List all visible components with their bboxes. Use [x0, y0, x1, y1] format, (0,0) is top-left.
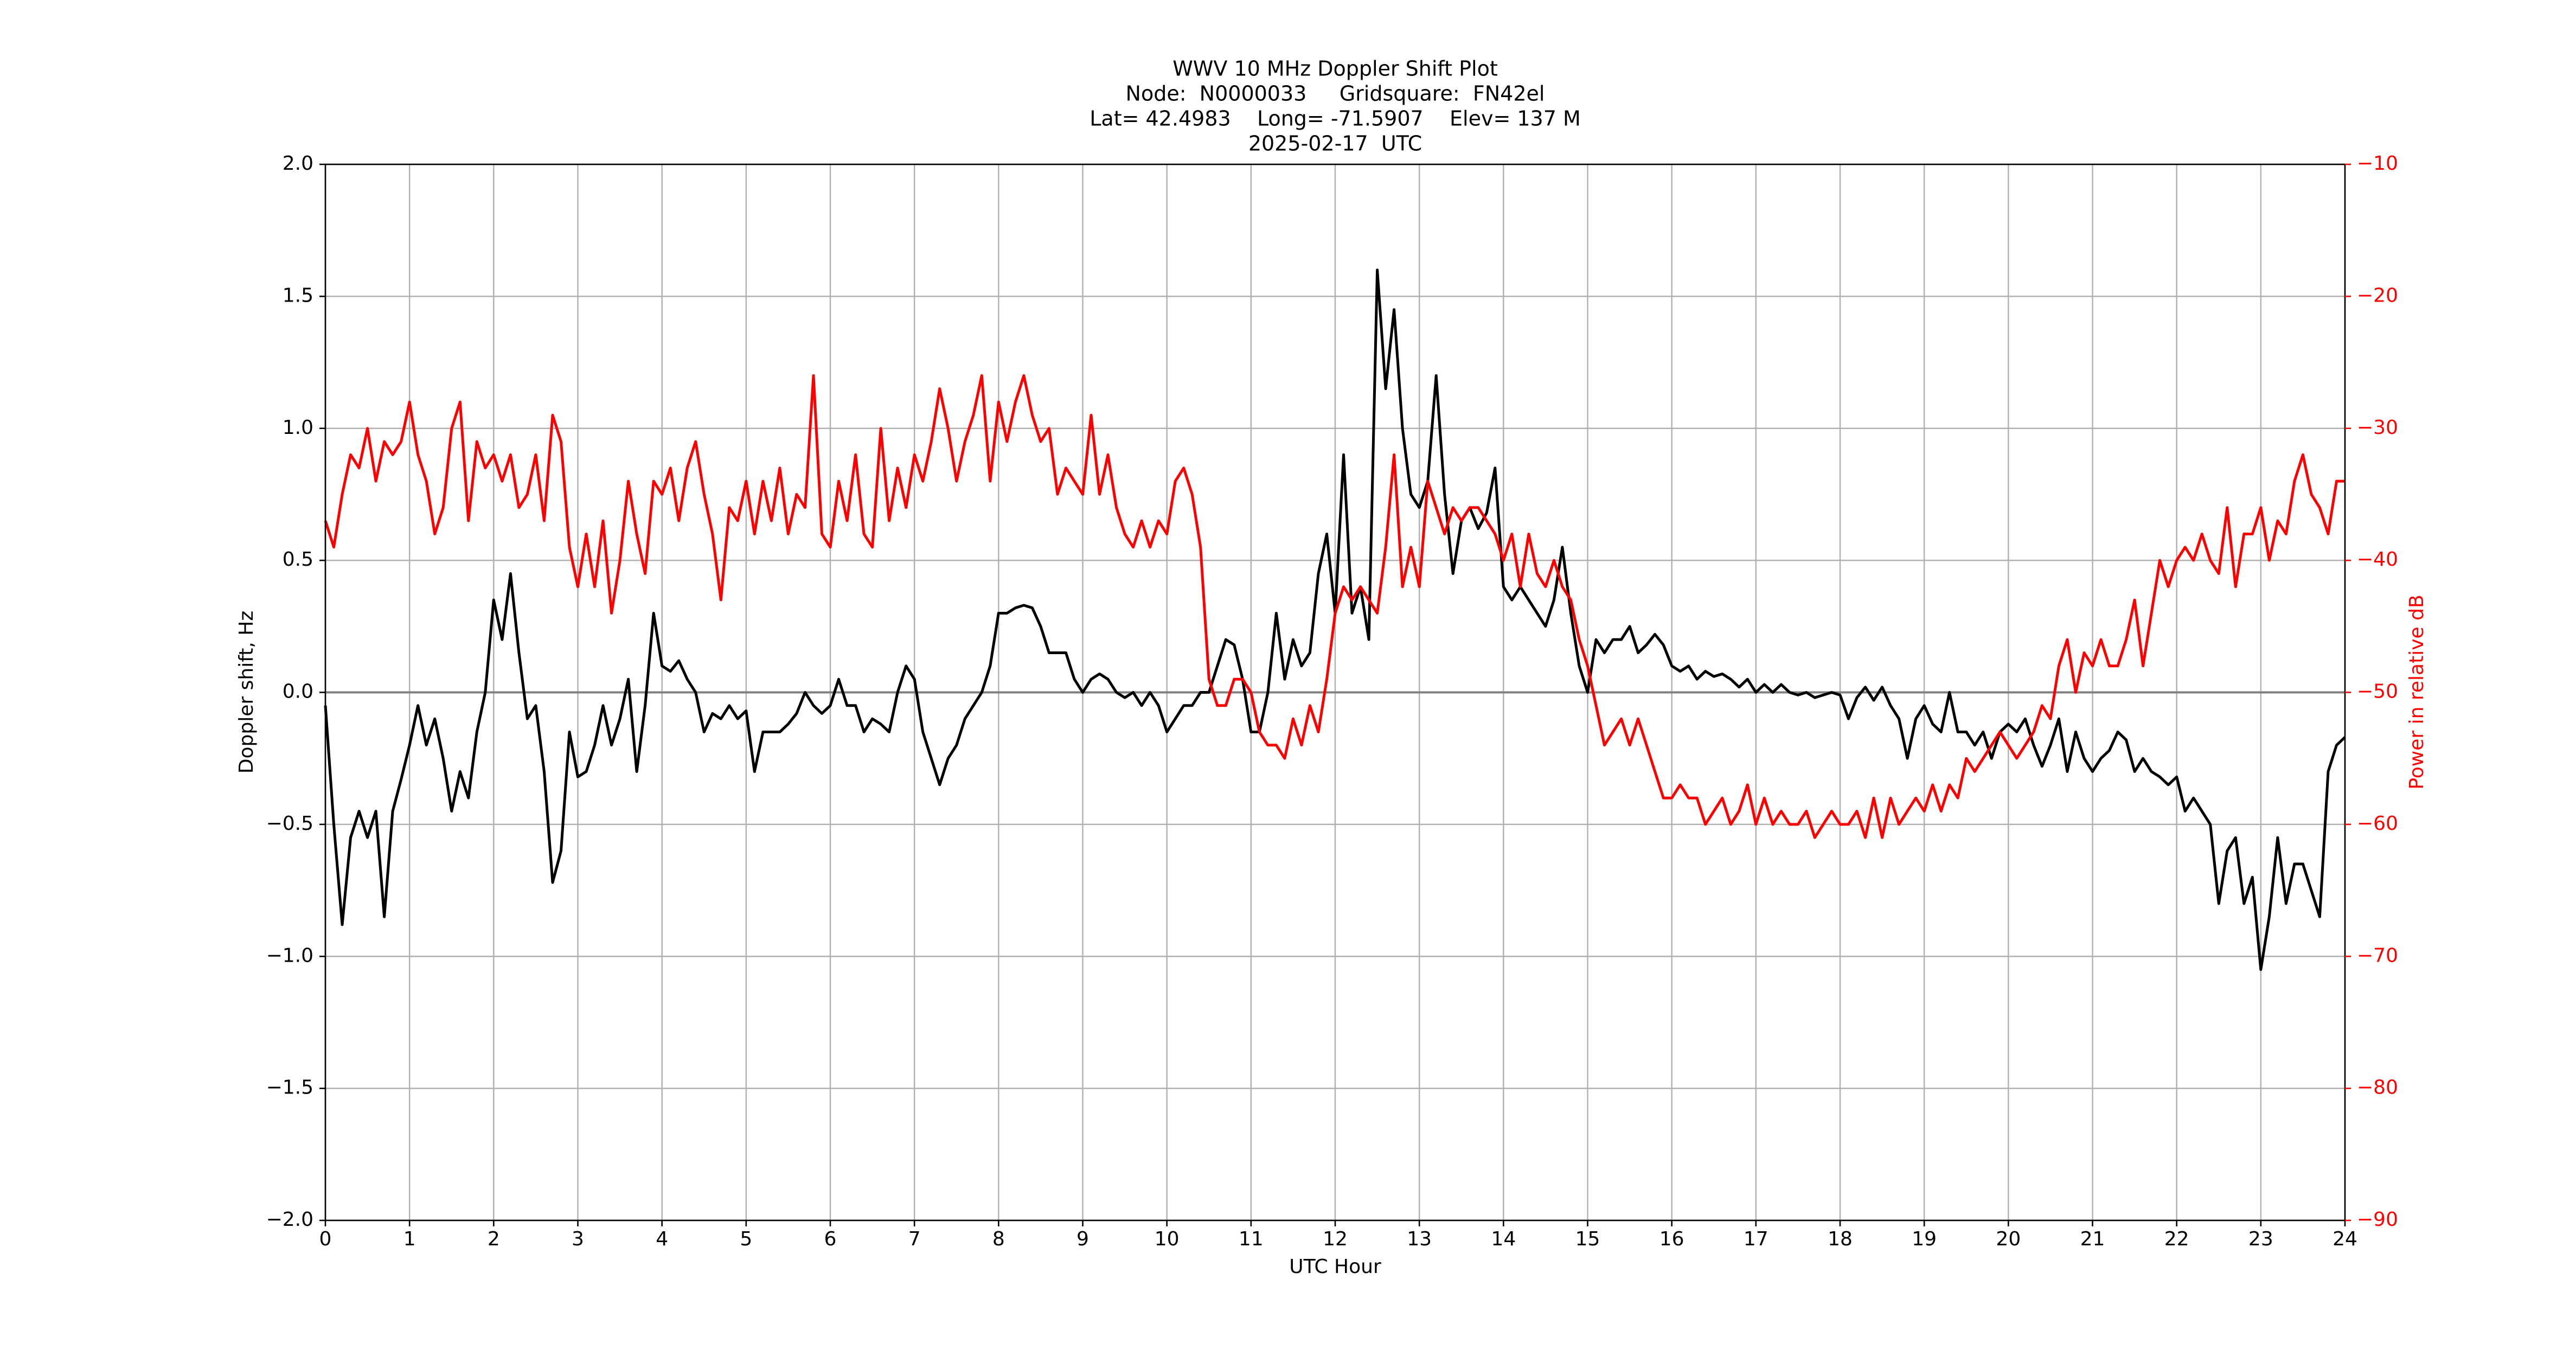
- chart-subtitle: 2025-02-17 UTC: [1248, 132, 1422, 156]
- y2-tick-label: −70: [2357, 944, 2398, 967]
- x-tick-label: 10: [1155, 1228, 1180, 1250]
- x-tick-label: 9: [1076, 1228, 1089, 1250]
- chart-title: WWV 10 MHz Doppler Shift Plot: [1172, 57, 1498, 81]
- x-tick-label: 13: [1407, 1228, 1432, 1250]
- x-tick-label: 5: [740, 1228, 752, 1250]
- x-tick-label: 2: [488, 1228, 500, 1250]
- x-tick-label: 23: [2248, 1228, 2273, 1250]
- x-tick-label: 15: [1575, 1228, 1600, 1250]
- y2-axis-label: Power in relative dB: [2406, 594, 2428, 789]
- x-tick-label: 7: [908, 1228, 921, 1250]
- y-tick-label: −2.0: [266, 1208, 313, 1231]
- y-tick-label: 0.5: [283, 548, 313, 571]
- y2-tick-label: −20: [2357, 284, 2398, 306]
- y-tick-label: 1.0: [283, 417, 313, 439]
- y-tick-label: −1.0: [266, 944, 313, 967]
- x-tick-label: 4: [656, 1228, 668, 1250]
- x-tick-label: 1: [403, 1228, 416, 1250]
- y-tick-label: 0.0: [283, 681, 313, 703]
- x-tick-label: 12: [1323, 1228, 1348, 1250]
- x-tick-label: 6: [824, 1228, 837, 1250]
- x-tick-label: 14: [1491, 1228, 1516, 1250]
- y-tick-label: −0.5: [266, 813, 313, 835]
- x-tick-label: 24: [2333, 1228, 2357, 1250]
- x-tick-label: 19: [1912, 1228, 1937, 1250]
- y-tick-label: 1.5: [283, 284, 313, 306]
- x-axis-label: UTC Hour: [1289, 1256, 1381, 1278]
- x-tick-label: 20: [1996, 1228, 2021, 1250]
- y2-tick-label: −40: [2357, 548, 2398, 571]
- x-tick-label: 17: [1744, 1228, 1768, 1250]
- y2-tick-label: −60: [2357, 813, 2398, 835]
- chart-subtitle: Lat= 42.4983 Long= -71.5907 Elev= 137 M: [1090, 107, 1581, 131]
- y-tick-label: −1.5: [266, 1077, 313, 1099]
- x-tick-label: 8: [992, 1228, 1005, 1250]
- x-tick-label: 16: [1659, 1228, 1684, 1250]
- y2-tick-label: −50: [2357, 681, 2398, 703]
- x-tick-label: 22: [2164, 1228, 2189, 1250]
- data-line: [324, 374, 2345, 839]
- x-tick-label: 21: [2080, 1228, 2105, 1250]
- y2-tick-label: −80: [2357, 1077, 2398, 1099]
- y2-tick-label: −30: [2357, 417, 2398, 439]
- x-tick-label: 18: [1828, 1228, 1853, 1250]
- y2-tick-label: −90: [2357, 1208, 2398, 1231]
- x-tick-label: 11: [1239, 1228, 1264, 1250]
- y2-tick-label: −10: [2357, 152, 2398, 175]
- chart-subtitle: Node: N0000033 Gridsquare: FN42el: [1126, 82, 1545, 106]
- x-tick-label: 3: [572, 1228, 584, 1250]
- y-axis-label: Doppler shift, Hz: [235, 611, 258, 773]
- x-tick-label: 0: [319, 1228, 332, 1250]
- y-tick-label: 2.0: [283, 152, 313, 175]
